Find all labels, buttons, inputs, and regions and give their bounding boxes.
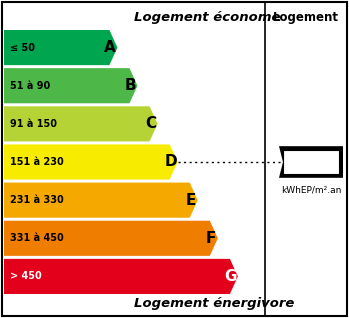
Text: B: B (125, 78, 136, 93)
Polygon shape (4, 144, 178, 180)
Text: 91 à 150: 91 à 150 (10, 119, 57, 129)
Bar (283, 150, 339, 174)
Text: G: G (224, 269, 237, 284)
Text: ≤ 50: ≤ 50 (10, 43, 35, 52)
Text: F: F (206, 231, 216, 246)
Polygon shape (4, 259, 238, 294)
Text: 331 à 450: 331 à 450 (10, 233, 64, 243)
Text: > 450: > 450 (10, 272, 42, 281)
Text: Logement économe: Logement économe (134, 10, 281, 24)
Polygon shape (4, 221, 218, 256)
Text: 151 à 230: 151 à 230 (10, 157, 64, 167)
Polygon shape (279, 146, 343, 178)
Text: kWhEP/m².an: kWhEP/m².an (281, 186, 341, 195)
Text: E: E (185, 193, 196, 208)
Text: D: D (164, 155, 177, 169)
Polygon shape (4, 106, 158, 142)
Text: C: C (145, 116, 156, 131)
Text: 51 à 90: 51 à 90 (10, 81, 50, 91)
Text: Logement: Logement (273, 10, 339, 24)
Polygon shape (4, 68, 138, 103)
Text: 231 à 330: 231 à 330 (10, 195, 64, 205)
Text: A: A (104, 40, 116, 55)
Polygon shape (4, 183, 198, 218)
Text: Logement énergivore: Logement énergivore (134, 298, 295, 310)
Polygon shape (4, 30, 117, 65)
